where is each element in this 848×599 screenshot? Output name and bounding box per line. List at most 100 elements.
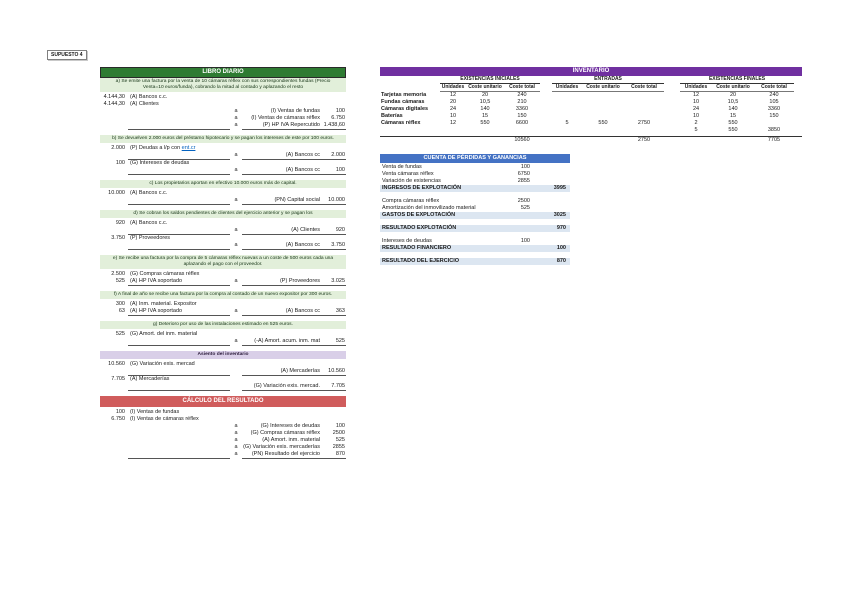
journal-line: 7.705 (A) Mercaderías xyxy=(100,376,346,383)
journal-line: 100 (I) Ventas de fundas xyxy=(100,409,346,416)
inventory-cell: 10,5 xyxy=(479,99,491,105)
pnl-value-total: 970 xyxy=(556,225,566,231)
credit-separator: a xyxy=(234,308,238,314)
credit-cell: (A) Bancos cc 2.000 xyxy=(242,152,346,160)
journal-section-band: e) Se recibe una factura por la compra d… xyxy=(100,255,346,269)
credit-amount: 100 xyxy=(335,167,345,173)
credit-separator: a xyxy=(234,197,238,203)
debit-amount xyxy=(100,108,128,115)
credit-cell xyxy=(242,220,346,227)
credit-cell xyxy=(242,235,346,242)
debit-amount: 525 xyxy=(115,331,125,337)
credit-separator xyxy=(230,409,242,416)
pnl-row: RESULTADO DEL EJERCICIO 870 xyxy=(380,258,570,265)
pnl-row: RESULTADO EXPLOTACIÓN 970 xyxy=(380,225,570,232)
journal-line: 63 (A) HP IVA soportado a (A) Bancos cc 363 xyxy=(100,308,346,316)
journal-line: 2.000 (P) Deudas a l/p con ent.cr xyxy=(100,145,346,152)
pnl-value-detail: 100 xyxy=(520,164,530,170)
debit-amount: 100 xyxy=(115,160,125,166)
credit-amount: 100 xyxy=(335,423,345,429)
credit-amount: 525 xyxy=(335,437,345,443)
credit-cell: (G) Variación exis. mercaderías 2855 xyxy=(242,444,346,451)
pnl-row-label: INGRESOS DE EXPLOTACIÓN xyxy=(382,185,462,191)
credit-account: (A) Mercaderías xyxy=(280,368,320,374)
pnl-value-total xyxy=(534,171,570,178)
inventory-cell xyxy=(624,106,664,113)
journal-section: a) Se emite una factura por la venta de … xyxy=(100,78,346,130)
supuesto-label: SUPUESTO 4 xyxy=(47,50,87,60)
pnl-row-label: Variación de existencias xyxy=(382,178,441,184)
account-link[interactable]: ent.cr xyxy=(181,145,196,151)
inventory-cell: 5 xyxy=(694,127,698,133)
journal-title-bar: LIBRO DIARIO xyxy=(100,67,346,78)
credit-account: (G) Variación exis. mercad. xyxy=(253,383,320,389)
debit-amount xyxy=(100,197,128,205)
journal-line: 525 (G) Amort. del inm. material xyxy=(100,331,346,338)
inventory-row-label: Cámaras réflex xyxy=(381,120,421,126)
inventory-cell: 20 xyxy=(481,92,489,98)
journal-section-band: d) Se cobran los saldos pendientes de cl… xyxy=(100,210,346,218)
credit-cell: (PN) Capital social 10.000 xyxy=(242,197,346,205)
journal-section-band: b) Se devuelven 2.000 euros del préstamo… xyxy=(100,135,346,143)
pnl-row-label: Venta cámaras réflex xyxy=(382,171,434,177)
inventory-column-header: Unidades xyxy=(440,84,466,92)
inventory-cell: 15 xyxy=(481,113,489,119)
pnl-row: Amortización del inmovilizado material 52… xyxy=(380,205,570,212)
credit-separator: a xyxy=(234,423,238,429)
pnl-row: GASTOS DE EXPLOTACIÓN 3025 xyxy=(380,212,570,219)
debit-amount: 4.144,30 xyxy=(103,94,125,100)
inventory-group-header: EXISTENCIAS FINALES xyxy=(680,76,794,84)
debit-amount: 4.144,30 xyxy=(103,101,125,107)
inventory-column-header: Coste unitario xyxy=(582,84,624,92)
pnl-row-label: Compra cámaras réflex xyxy=(382,198,440,204)
credit-separator: a xyxy=(234,437,238,443)
inventory-row-label: Tarjetas memoria xyxy=(381,92,427,98)
debit-amount: 300 xyxy=(115,301,125,307)
credit-cell: (G) Variación exis. mercad. 7.705 xyxy=(242,383,346,391)
inventory-total: 2750 xyxy=(637,137,651,143)
credit-separator: a xyxy=(234,108,238,114)
pnl-value-detail: 2855 xyxy=(517,178,530,184)
inventory-column-header: Coste unitario xyxy=(466,84,504,92)
pnl-value-total xyxy=(534,238,570,245)
inventory-cell: 10 xyxy=(692,99,700,105)
credit-account: (A) Clientes xyxy=(291,227,320,233)
pnl-value-total: 870 xyxy=(556,258,566,264)
credit-amount: 3.750 xyxy=(331,242,345,248)
credit-separator xyxy=(230,220,242,227)
inventory-cell xyxy=(582,127,624,134)
debit-account xyxy=(128,115,230,122)
journal-line: a (G) Intereses de deudas 100 xyxy=(100,423,346,430)
inventory-cell xyxy=(582,113,624,120)
journal-section: CÁLCULO DEL RESULTADO 100 (I) Ventas de fu… xyxy=(100,396,346,459)
inventory-cell xyxy=(552,113,582,120)
credit-separator xyxy=(230,383,242,391)
inventory-cell: 550 xyxy=(728,120,738,126)
journal-line: a (A) Bancos cc 3.750 xyxy=(100,242,346,250)
pnl-row-label: RESULTADO DEL EJERCICIO xyxy=(382,258,460,264)
credit-separator xyxy=(230,145,242,152)
debit-account xyxy=(128,444,230,451)
credit-amount: 3.025 xyxy=(331,278,345,284)
credit-account: (A) Bancos cc xyxy=(285,242,320,248)
journal-line: a (-A) Amort. acum. inm. mat 525 xyxy=(100,338,346,346)
journal-line: a (A) Bancos cc 100 xyxy=(100,167,346,175)
credit-cell xyxy=(242,271,346,278)
credit-account: (A) Bancos cc xyxy=(285,152,320,158)
debit-account: (P) Deudas a l/p con ent.cr xyxy=(130,145,196,151)
pnl-value-detail: 2500 xyxy=(517,198,530,204)
debit-account xyxy=(128,122,230,130)
credit-separator xyxy=(230,376,242,383)
pnl-value-total xyxy=(534,164,570,171)
credit-separator xyxy=(230,368,242,376)
credit-account: (G) Variación exis. mercaderías xyxy=(243,444,320,450)
journal-line: (G) Variación exis. mercad. 7.705 xyxy=(100,383,346,391)
debit-amount: 3.750 xyxy=(111,235,125,241)
journal-panel: LIBRO DIARIO a) Se emite una factura por… xyxy=(100,67,346,464)
inventory-column-header: Coste total xyxy=(504,84,540,92)
debit-account xyxy=(128,430,230,437)
pnl-row-label: GASTOS DE EXPLOTACIÓN xyxy=(382,212,456,218)
debit-account: (G) Compras cámaras réflex xyxy=(130,271,200,277)
pnl-value-detail: 525 xyxy=(520,205,530,211)
credit-amount: 1.438,60 xyxy=(323,122,345,128)
